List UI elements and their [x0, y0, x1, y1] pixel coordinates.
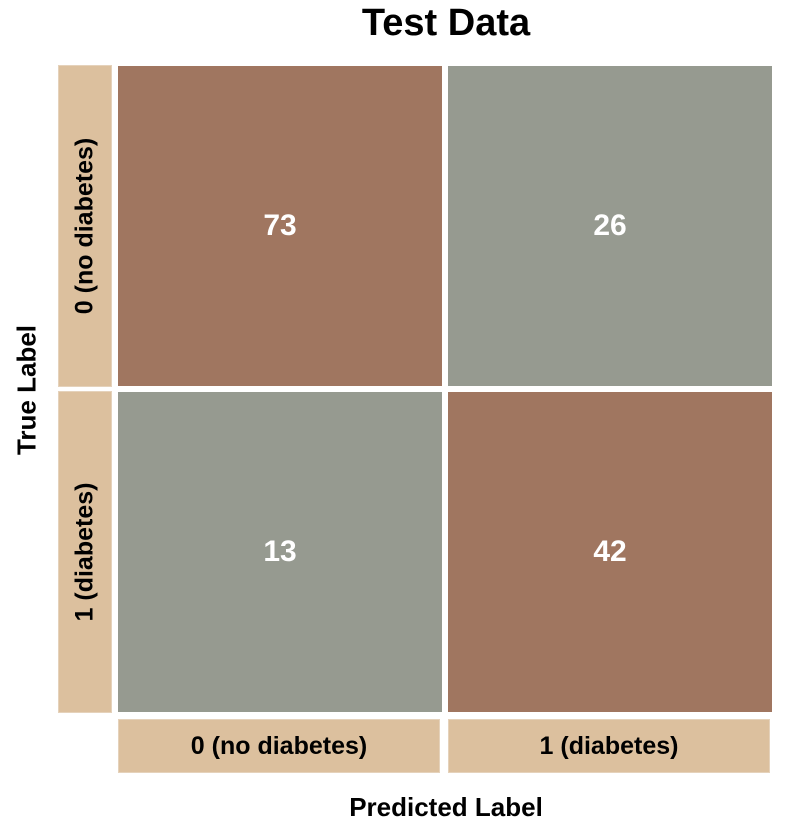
x-tick-strip-0: 0 (no diabetes)	[118, 719, 440, 773]
matrix-cell-0-0: 73	[118, 66, 442, 386]
x-tick-label-0: 0 (no diabetes)	[190, 731, 368, 760]
cell-value-label: 73	[263, 209, 297, 242]
y-axis-title: True Label	[11, 324, 42, 456]
x-tick-strip-1: 1 (diabetes)	[448, 719, 770, 773]
cell-value-label: 42	[593, 535, 627, 568]
chart-title: Test Data	[361, 2, 531, 44]
y-tick-label-0: 0 (no diabetes)	[70, 137, 99, 315]
matrix-cell-1-1: 42	[448, 392, 772, 712]
matrix-cell-0-1: 26	[448, 66, 772, 386]
y-tick-label-1: 1 (diabetes)	[70, 482, 99, 622]
x-axis-title: Predicted Label	[349, 792, 543, 822]
matrix-cell-1-0: 13	[118, 392, 442, 712]
y-tick-strip-1: 1 (diabetes)	[58, 391, 112, 713]
y-tick-strip-0: 0 (no diabetes)	[58, 65, 112, 387]
cell-value-label: 26	[593, 209, 627, 242]
x-tick-label-1: 1 (diabetes)	[539, 731, 679, 760]
cell-value-label: 13	[263, 535, 297, 568]
